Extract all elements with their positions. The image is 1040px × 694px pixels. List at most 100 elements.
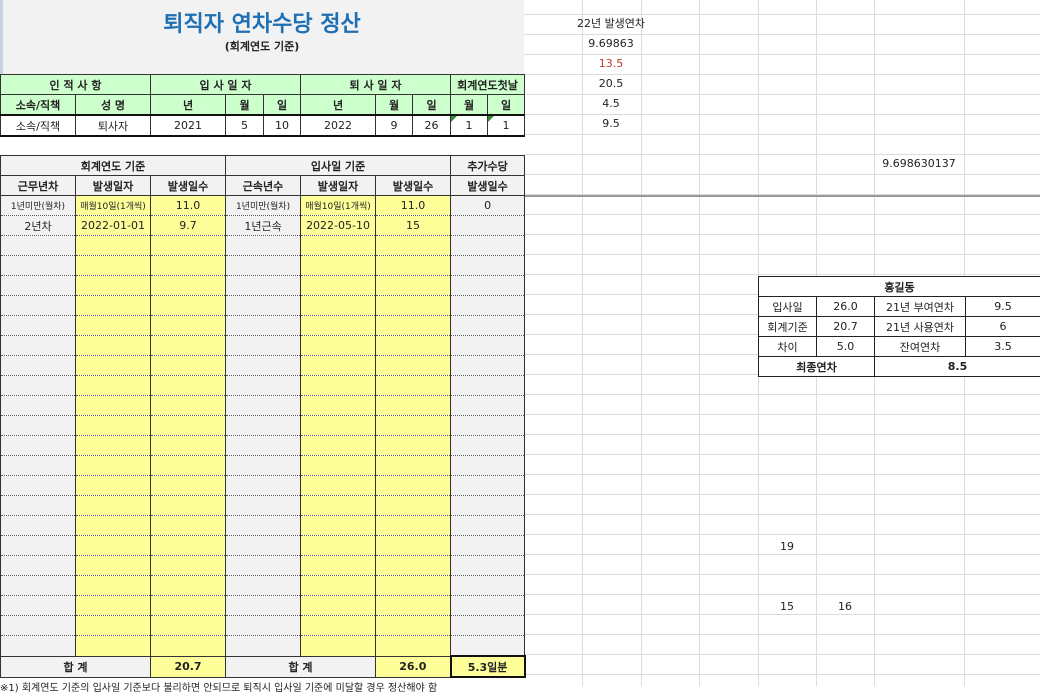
table-cell[interactable]: 2022-05-10 — [301, 216, 376, 236]
empty-cell[interactable] — [451, 596, 525, 616]
empty-cell[interactable] — [226, 456, 301, 476]
column-header[interactable]: 근속년수 — [226, 176, 301, 196]
stray-value[interactable]: 15 — [758, 597, 816, 617]
empty-cell[interactable] — [76, 476, 151, 496]
empty-cell[interactable] — [226, 636, 301, 657]
empty-cell[interactable] — [301, 456, 376, 476]
side-calc-label[interactable]: 22년 발생연차 — [570, 14, 652, 34]
summary-cell[interactable]: 회계기준 — [759, 317, 817, 337]
table-cell[interactable]: 1년미만(월차) — [1, 196, 76, 216]
empty-cell[interactable] — [376, 416, 451, 436]
total-extra[interactable]: 5.3일분 — [451, 656, 525, 677]
empty-cell[interactable] — [226, 436, 301, 456]
empty-cell[interactable] — [1, 296, 76, 316]
group-leave-date[interactable]: 퇴 사 일 자 — [301, 75, 451, 95]
empty-cell[interactable] — [226, 296, 301, 316]
empty-cell[interactable] — [1, 256, 76, 276]
empty-cell[interactable] — [376, 256, 451, 276]
empty-cell[interactable] — [76, 436, 151, 456]
empty-cell[interactable] — [76, 636, 151, 657]
table-cell[interactable]: 2022-01-01 — [76, 216, 151, 236]
empty-cell[interactable] — [151, 276, 226, 296]
empty-cell[interactable] — [1, 636, 76, 657]
empty-cell[interactable] — [376, 516, 451, 536]
empty-cell[interactable] — [1, 596, 76, 616]
empty-cell[interactable] — [301, 376, 376, 396]
empty-cell[interactable] — [451, 296, 525, 316]
empty-cell[interactable] — [451, 556, 525, 576]
final-value[interactable]: 8.5 — [875, 357, 1040, 377]
empty-cell[interactable] — [301, 436, 376, 456]
group-personnel[interactable]: 인 적 사 항 — [1, 75, 151, 95]
column-header[interactable]: 월 — [376, 95, 413, 116]
summary-cell[interactable]: 6 — [966, 317, 1040, 337]
empty-cell[interactable] — [226, 616, 301, 636]
table-cell[interactable]: 매월10일(1개씩) — [301, 196, 376, 216]
total-fiscal[interactable]: 20.7 — [151, 656, 226, 677]
empty-cell[interactable] — [151, 516, 226, 536]
column-header[interactable]: 발생일수 — [151, 176, 226, 196]
summary-cell[interactable]: 20.7 — [817, 317, 875, 337]
table-cell[interactable]: 9.7 — [151, 216, 226, 236]
table-cell[interactable]: 11.0 — [376, 196, 451, 216]
final-label[interactable]: 최종연차 — [759, 357, 875, 377]
input-cell[interactable]: 1 — [488, 115, 525, 136]
empty-cell[interactable] — [76, 536, 151, 556]
empty-cell[interactable] — [1, 536, 76, 556]
empty-cell[interactable] — [451, 616, 525, 636]
empty-cell[interactable] — [376, 356, 451, 376]
empty-cell[interactable] — [301, 516, 376, 536]
summary-cell[interactable]: 21년 부여연차 — [875, 297, 966, 317]
empty-cell[interactable] — [151, 576, 226, 596]
input-cell[interactable]: 10 — [264, 115, 301, 136]
table-cell[interactable] — [451, 216, 525, 236]
empty-cell[interactable] — [451, 256, 525, 276]
table-cell[interactable]: 매월10일(1개씩) — [76, 196, 151, 216]
empty-cell[interactable] — [451, 456, 525, 476]
empty-cell[interactable] — [301, 236, 376, 256]
empty-cell[interactable] — [226, 496, 301, 516]
empty-cell[interactable] — [76, 556, 151, 576]
empty-cell[interactable] — [376, 596, 451, 616]
empty-cell[interactable] — [151, 536, 226, 556]
empty-cell[interactable] — [151, 456, 226, 476]
empty-cell[interactable] — [1, 356, 76, 376]
empty-cell[interactable] — [376, 616, 451, 636]
column-header[interactable]: 발생일수 — [451, 176, 525, 196]
empty-cell[interactable] — [1, 496, 76, 516]
column-header[interactable]: 성 명 — [76, 95, 151, 116]
column-header[interactable]: 소속/직책 — [1, 95, 76, 116]
empty-cell[interactable] — [301, 636, 376, 657]
empty-cell[interactable] — [151, 496, 226, 516]
empty-cell[interactable] — [301, 496, 376, 516]
summary-cell[interactable]: 차이 — [759, 337, 817, 357]
empty-cell[interactable] — [301, 276, 376, 296]
empty-cell[interactable] — [76, 376, 151, 396]
empty-cell[interactable] — [151, 236, 226, 256]
group-hire-basis[interactable]: 입사일 기준 — [226, 156, 451, 176]
empty-cell[interactable] — [151, 316, 226, 336]
empty-cell[interactable] — [451, 236, 525, 256]
column-header[interactable]: 일 — [488, 95, 525, 116]
total-label[interactable]: 합 계 — [1, 656, 151, 677]
empty-cell[interactable] — [76, 296, 151, 316]
empty-cell[interactable] — [226, 576, 301, 596]
column-header[interactable]: 년 — [301, 95, 376, 116]
empty-cell[interactable] — [376, 556, 451, 576]
empty-cell[interactable] — [226, 276, 301, 296]
summary-cell[interactable]: 21년 사용연차 — [875, 317, 966, 337]
empty-cell[interactable] — [76, 336, 151, 356]
column-header[interactable]: 발생일자 — [301, 176, 376, 196]
empty-cell[interactable] — [451, 436, 525, 456]
empty-cell[interactable] — [76, 396, 151, 416]
summary-cell[interactable]: 9.5 — [966, 297, 1040, 317]
empty-cell[interactable] — [226, 536, 301, 556]
empty-cell[interactable] — [76, 416, 151, 436]
input-cell[interactable]: 26 — [413, 115, 451, 136]
empty-cell[interactable] — [1, 556, 76, 576]
stray-value[interactable]: 16 — [816, 597, 874, 617]
empty-cell[interactable] — [151, 396, 226, 416]
empty-cell[interactable] — [226, 236, 301, 256]
empty-cell[interactable] — [226, 256, 301, 276]
empty-cell[interactable] — [1, 436, 76, 456]
